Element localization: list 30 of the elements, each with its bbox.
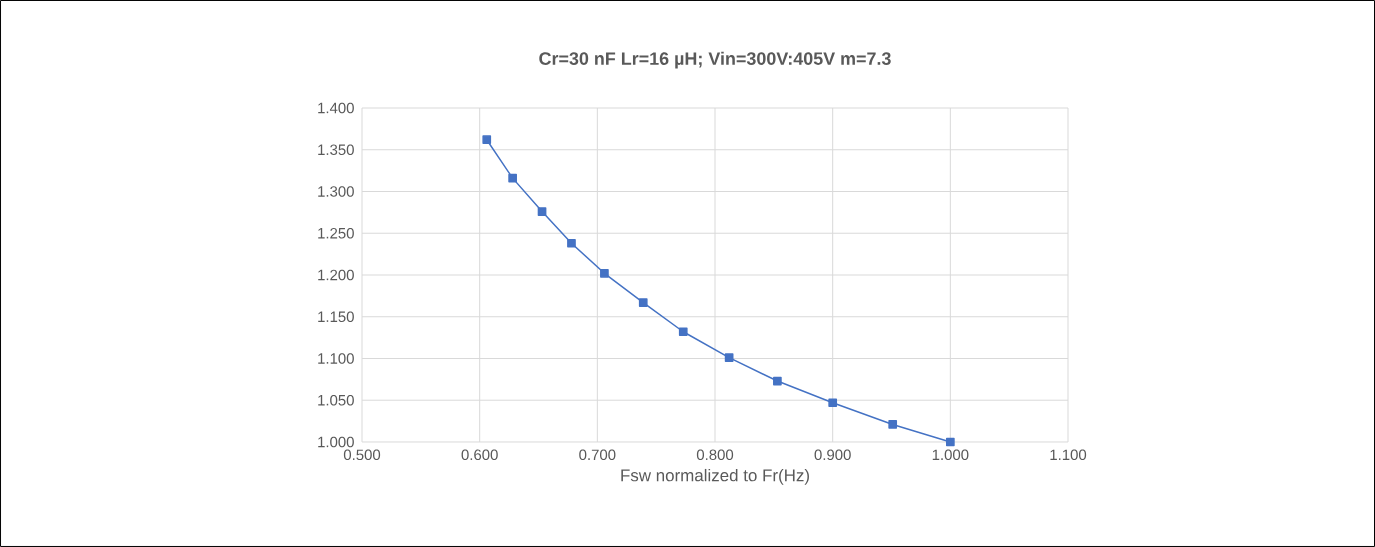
- y-tick-label: 1.100: [318, 353, 354, 364]
- chart-title: Cr=30 nF Lr=16 µH; Vin=300V:405V m=7.3: [539, 51, 891, 69]
- x-tick-label: 0.500: [343, 449, 381, 461]
- point: [508, 173, 517, 183]
- y-tick-label: 1.050: [318, 394, 354, 406]
- x-tick-label: 1.000: [932, 449, 969, 461]
- x-tick-label: 0.700: [579, 449, 616, 461]
- point: [946, 437, 955, 447]
- x-axis-title: Fsw normalized to Fr(Hz): [621, 468, 809, 485]
- point: [888, 420, 898, 429]
- y-tick-label: 1.300: [318, 186, 354, 197]
- point: [724, 353, 734, 362]
- point: [678, 327, 688, 337]
- point: [773, 376, 782, 386]
- point: [638, 298, 648, 307]
- x-tick-label: 0.800: [696, 449, 734, 461]
- y-tick-label: 1.200: [318, 269, 354, 281]
- point: [828, 398, 838, 408]
- y-tick-label: 1.000: [318, 436, 354, 448]
- y-tick-label: 1.350: [318, 144, 354, 156]
- point: [537, 207, 547, 216]
- y-tick-label: 1.400: [318, 102, 354, 114]
- x-tick-label: 0.600: [461, 449, 498, 461]
- point: [567, 238, 576, 248]
- x-tick-label: 1.100: [1050, 449, 1087, 461]
- y-tick-label: 1.250: [318, 227, 354, 239]
- point: [482, 135, 492, 145]
- x-tick-label: 0.900: [814, 449, 851, 461]
- y-tick-label: 1.150: [318, 311, 354, 323]
- point: [600, 268, 609, 278]
